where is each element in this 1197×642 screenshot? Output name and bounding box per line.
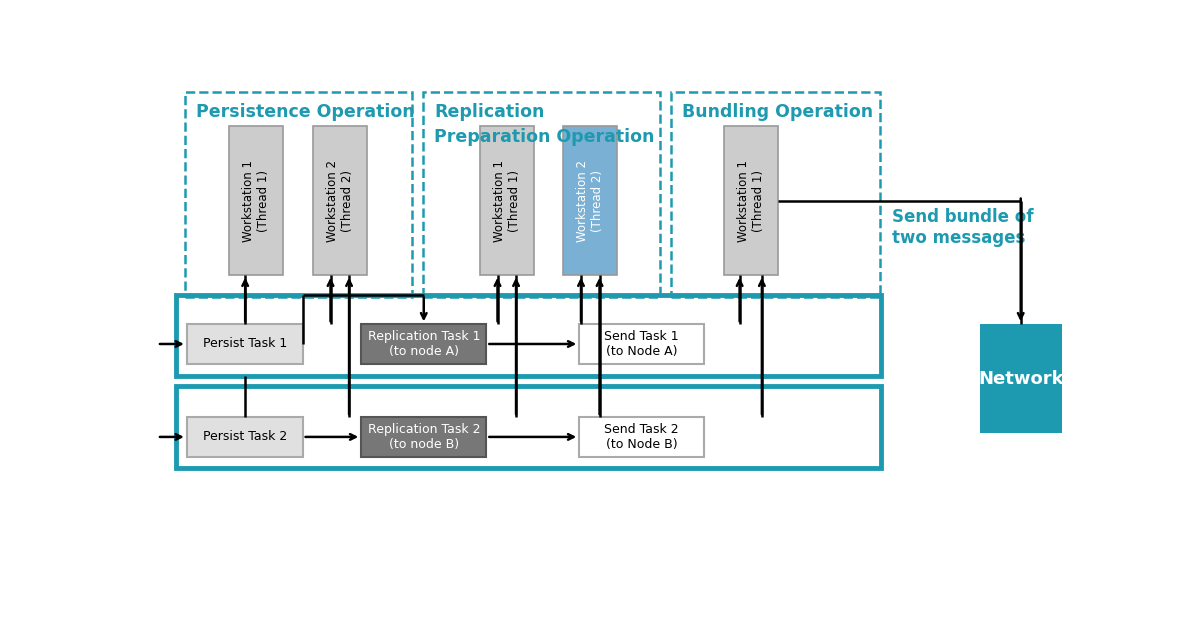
Text: Replication: Replication <box>435 103 545 121</box>
Text: Persist Task 1: Persist Task 1 <box>202 338 287 351</box>
Text: Workstation 1
(Thread 1): Workstation 1 (Thread 1) <box>737 160 765 241</box>
Text: Preparation Operation: Preparation Operation <box>435 128 655 146</box>
FancyBboxPatch shape <box>230 126 284 275</box>
FancyBboxPatch shape <box>361 324 486 364</box>
Text: Workstation 2
(Thread 2): Workstation 2 (Thread 2) <box>326 160 354 241</box>
Text: Bundling Operation: Bundling Operation <box>682 103 874 121</box>
FancyBboxPatch shape <box>480 126 534 275</box>
FancyBboxPatch shape <box>176 295 881 376</box>
FancyBboxPatch shape <box>312 126 366 275</box>
FancyBboxPatch shape <box>187 324 303 364</box>
Text: Workstation 2
(Thread 2): Workstation 2 (Thread 2) <box>576 160 604 241</box>
FancyBboxPatch shape <box>176 386 881 467</box>
FancyBboxPatch shape <box>361 417 486 456</box>
Text: Send Task 2
(to Node B): Send Task 2 (to Node B) <box>604 423 679 451</box>
Text: Send Task 1
(to Node A): Send Task 1 (to Node A) <box>604 330 679 358</box>
FancyBboxPatch shape <box>724 126 778 275</box>
Text: Persistence Operation: Persistence Operation <box>196 103 414 121</box>
FancyBboxPatch shape <box>187 417 303 456</box>
Text: Network: Network <box>978 370 1063 388</box>
Text: Workstation 1
(Thread 1): Workstation 1 (Thread 1) <box>493 160 521 241</box>
FancyBboxPatch shape <box>579 417 704 456</box>
FancyBboxPatch shape <box>980 324 1062 433</box>
Text: Replication Task 1
(to node A): Replication Task 1 (to node A) <box>367 330 480 358</box>
Text: Persist Task 2: Persist Task 2 <box>202 430 287 444</box>
Text: Replication Task 2
(to node B): Replication Task 2 (to node B) <box>367 423 480 451</box>
FancyBboxPatch shape <box>564 126 618 275</box>
Text: Send bundle of
two messages: Send bundle of two messages <box>892 209 1033 247</box>
FancyBboxPatch shape <box>579 324 704 364</box>
Text: Workstation 1
(Thread 1): Workstation 1 (Thread 1) <box>242 160 271 241</box>
